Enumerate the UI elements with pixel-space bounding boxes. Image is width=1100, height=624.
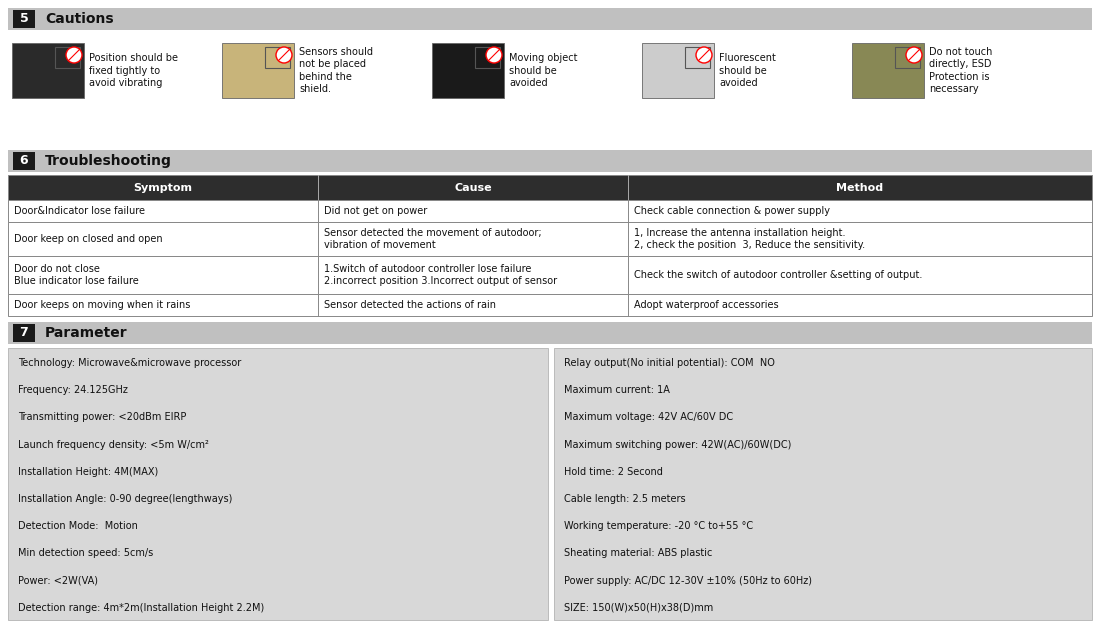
Text: Adopt waterproof accessories: Adopt waterproof accessories: [634, 300, 779, 310]
Bar: [8, 8, 1092, 30]
Circle shape: [906, 47, 922, 63]
Bar: [12, 43, 84, 98]
Bar: [222, 43, 294, 98]
Text: Door keep on closed and open: Door keep on closed and open: [14, 234, 163, 244]
Bar: [685, 47, 711, 68]
Text: Cautions: Cautions: [45, 12, 113, 26]
Text: 6: 6: [20, 155, 29, 167]
Bar: [8, 150, 1092, 172]
Text: Working temperature: -20 °C to+55 °C: Working temperature: -20 °C to+55 °C: [564, 521, 754, 531]
Text: Frequency: 24.125GHz: Frequency: 24.125GHz: [18, 385, 128, 395]
Bar: [13, 10, 35, 28]
Circle shape: [696, 47, 712, 63]
Bar: [8, 322, 1092, 344]
Text: Power: <2W(VA): Power: <2W(VA): [18, 575, 98, 585]
Bar: [8, 348, 548, 620]
Text: Sheating material: ABS plastic: Sheating material: ABS plastic: [564, 548, 713, 558]
Text: Installation Height: 4M(MAX): Installation Height: 4M(MAX): [18, 467, 158, 477]
Bar: [8, 256, 1092, 294]
Text: Power supply: AC/DC 12-30V ±10% (50Hz to 60Hz): Power supply: AC/DC 12-30V ±10% (50Hz to…: [564, 575, 812, 585]
Text: Position should be
fixed tightly to
avoid vibrating: Position should be fixed tightly to avoi…: [89, 53, 178, 88]
Text: Detection range: 4m*2m(Installation Height 2.2M): Detection range: 4m*2m(Installation Heig…: [18, 603, 264, 613]
Text: Maximum switching power: 42W(AC)/60W(DC): Maximum switching power: 42W(AC)/60W(DC): [564, 439, 791, 449]
Text: Sensor detected the movement of autodoor;
vibration of movement: Sensor detected the movement of autodoor…: [324, 228, 541, 250]
Text: Do not touch
directly, ESD
Protection is
necessary: Do not touch directly, ESD Protection is…: [930, 47, 992, 94]
Text: Did not get on power: Did not get on power: [324, 206, 427, 216]
Text: Sensors should
not be placed
behind the
shield.: Sensors should not be placed behind the …: [299, 47, 373, 94]
Text: Sensor detected the actions of rain: Sensor detected the actions of rain: [324, 300, 496, 310]
Text: SIZE: 150(W)x50(H)x38(D)mm: SIZE: 150(W)x50(H)x38(D)mm: [564, 603, 713, 613]
Text: Door keeps on moving when it rains: Door keeps on moving when it rains: [14, 300, 190, 310]
Text: Moving object
should be
avoided: Moving object should be avoided: [509, 53, 578, 88]
Text: Detection Mode:  Motion: Detection Mode: Motion: [18, 521, 138, 531]
Bar: [55, 47, 80, 68]
Text: Door do not close
Blue indicator lose failure: Door do not close Blue indicator lose fa…: [14, 264, 139, 286]
Text: Cause: Cause: [454, 182, 492, 192]
Bar: [852, 43, 924, 98]
Text: Check cable connection & power supply: Check cable connection & power supply: [634, 206, 830, 216]
Text: Technology: Microwave&microwave processor: Technology: Microwave&microwave processo…: [18, 358, 241, 368]
Text: 1, Increase the antenna installation height.
2, check the position  3, Reduce th: 1, Increase the antenna installation hei…: [634, 228, 865, 250]
Text: Relay output(No initial potential): COM  NO: Relay output(No initial potential): COM …: [564, 358, 774, 368]
Text: Maximum voltage: 42V AC/60V DC: Maximum voltage: 42V AC/60V DC: [564, 412, 733, 422]
Text: Hold time: 2 Second: Hold time: 2 Second: [564, 467, 663, 477]
Text: Installation Angle: 0-90 degree(lengthways): Installation Angle: 0-90 degree(lengthwa…: [18, 494, 232, 504]
Bar: [432, 43, 504, 98]
Bar: [8, 200, 1092, 222]
Text: 5: 5: [20, 12, 29, 26]
Text: Min detection speed: 5cm/s: Min detection speed: 5cm/s: [18, 548, 153, 558]
Circle shape: [486, 47, 502, 63]
Bar: [8, 222, 1092, 256]
Text: 1.Switch of autodoor controller lose failure
2.incorrect position 3.Incorrect ou: 1.Switch of autodoor controller lose fai…: [324, 264, 557, 286]
Text: Symptom: Symptom: [133, 182, 192, 192]
Bar: [895, 47, 921, 68]
Circle shape: [66, 47, 82, 63]
Text: Check the switch of autodoor controller &setting of output.: Check the switch of autodoor controller …: [634, 270, 923, 280]
Bar: [8, 294, 1092, 316]
Bar: [475, 47, 500, 68]
Bar: [8, 175, 1092, 200]
Text: Parameter: Parameter: [45, 326, 128, 340]
Text: Troubleshooting: Troubleshooting: [45, 154, 172, 168]
Text: Cable length: 2.5 meters: Cable length: 2.5 meters: [564, 494, 685, 504]
Text: 7: 7: [20, 326, 29, 339]
Circle shape: [276, 47, 292, 63]
Bar: [642, 43, 714, 98]
Text: Door&Indicator lose failure: Door&Indicator lose failure: [14, 206, 145, 216]
Text: Launch frequency density: <5m W/cm²: Launch frequency density: <5m W/cm²: [18, 439, 209, 449]
Bar: [554, 348, 1092, 620]
Bar: [13, 152, 35, 170]
Text: Maximum current: 1A: Maximum current: 1A: [564, 385, 670, 395]
Bar: [13, 324, 35, 342]
Bar: [265, 47, 290, 68]
Text: Transmitting power: <20dBm EIRP: Transmitting power: <20dBm EIRP: [18, 412, 186, 422]
Text: Method: Method: [836, 182, 883, 192]
Text: Fluorescent
should be
avoided: Fluorescent should be avoided: [719, 53, 775, 88]
